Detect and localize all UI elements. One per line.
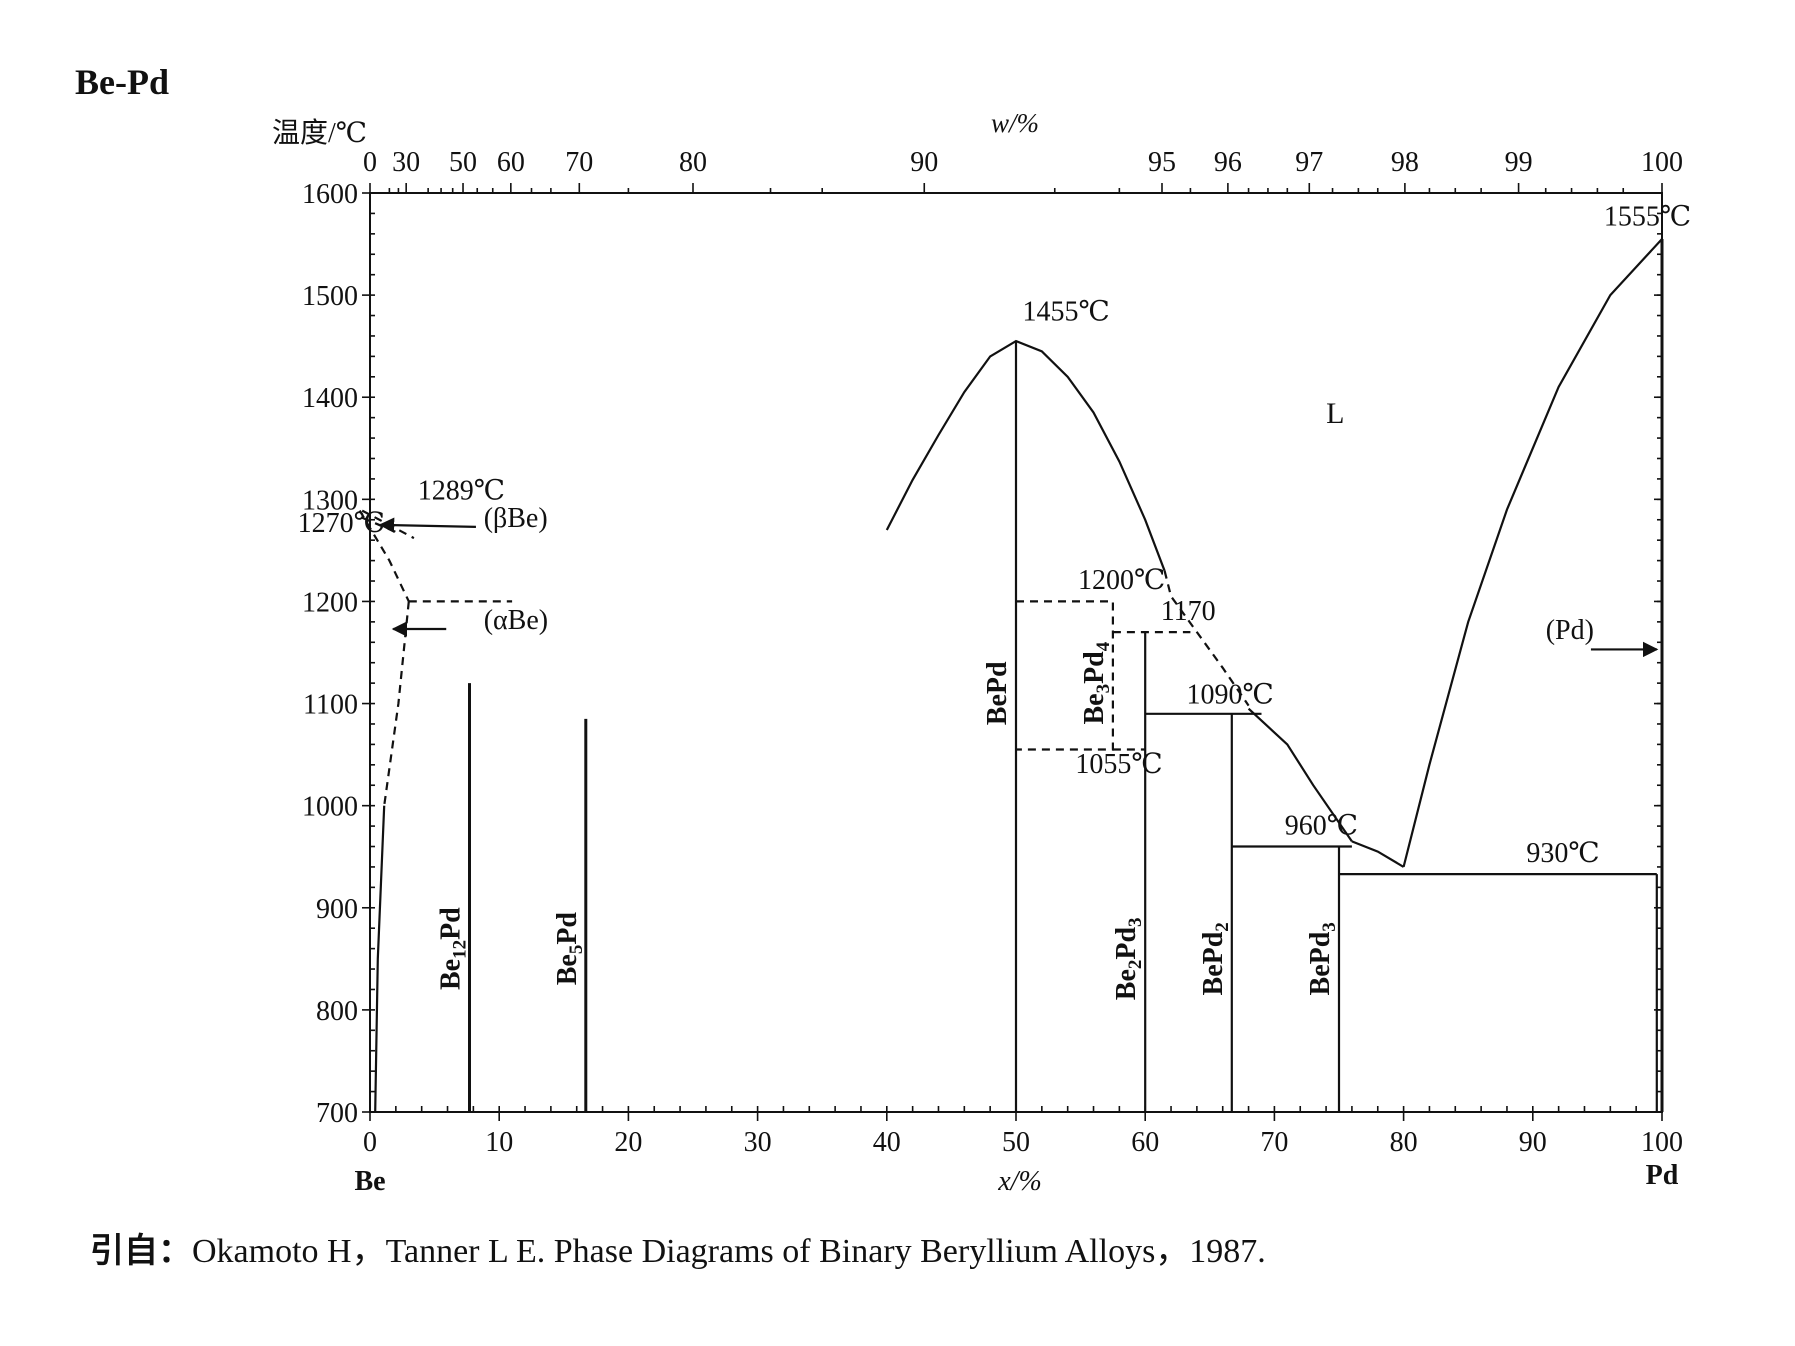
temperature-label: (Pd) xyxy=(1546,615,1594,646)
phase-label-subscript: 5 xyxy=(566,945,587,955)
top-tick-label: 30 xyxy=(392,147,420,178)
phase-label-subscript: 3 xyxy=(1093,684,1114,694)
top-tick-label: 60 xyxy=(497,147,525,178)
end-label-be: Be xyxy=(354,1166,385,1197)
phase-label: Be2Pd3 xyxy=(1111,917,1146,1000)
top-tick-label: 50 xyxy=(449,147,477,178)
y-tick-label: 800 xyxy=(316,996,358,1027)
y-tick-label: 1100 xyxy=(303,690,358,721)
x-tick-label: 80 xyxy=(1390,1127,1418,1158)
x-tick-label: 50 xyxy=(1002,1127,1030,1158)
citation-prefix: 引自： xyxy=(90,1232,192,1270)
x-tick-label: 0 xyxy=(363,1127,377,1158)
y-tick-label: 1600 xyxy=(302,179,358,210)
top-tick-label: 80 xyxy=(679,147,707,178)
top-tick-label: 95 xyxy=(1148,147,1176,178)
y-tick-label: 1500 xyxy=(302,281,358,312)
y-tick-label: 1000 xyxy=(302,792,358,823)
phase-label-tail: Pd xyxy=(1111,927,1142,960)
phase-boundary-solid xyxy=(1351,840,1405,868)
y-tick-label: 700 xyxy=(316,1098,358,1129)
phase-boundary-solid xyxy=(374,805,386,1113)
temperature-label: 1270℃ xyxy=(298,508,385,539)
phase-label-base: BePd xyxy=(1198,931,1229,995)
temperature-label: (βBe) xyxy=(484,503,548,534)
top-tick-label: 0 xyxy=(363,147,377,178)
phase-label-subscript-2: 3 xyxy=(1125,917,1146,927)
phase-label: BePd2 xyxy=(1198,922,1233,995)
x-tick-label: 100 xyxy=(1641,1127,1683,1158)
phase-label-base: Be xyxy=(1111,969,1142,1000)
phase-label: Be12Pd xyxy=(435,907,470,990)
phase-label-base: BePd xyxy=(1305,931,1336,995)
phase-boundary-solid xyxy=(1402,238,1663,868)
top-axis-label: w/% xyxy=(991,108,1039,138)
temperature-label: 1090℃ xyxy=(1187,680,1274,711)
y-tick-label: 900 xyxy=(316,894,358,925)
y-axis-label: 温度/℃ xyxy=(272,117,367,149)
phase-label-tail: Pd xyxy=(1079,651,1110,684)
phase-boundary-dash xyxy=(1163,570,1250,707)
x-tick-label: 10 xyxy=(485,1127,513,1158)
phase-label-base: Be xyxy=(552,954,583,985)
liquid-region-label: L xyxy=(1326,397,1344,430)
figure-title: Be-Pd xyxy=(75,62,169,102)
phase-boundary-dash xyxy=(383,601,410,806)
top-tick-label: 90 xyxy=(910,147,938,178)
phase-label-tail: Pd xyxy=(552,912,583,945)
temperature-label: 1455℃ xyxy=(1022,297,1109,328)
pointer-arrow xyxy=(378,517,476,533)
phase-boundary-solid xyxy=(885,339,1166,572)
phase-boundary-dash xyxy=(1016,600,1115,751)
x-tick-label: 70 xyxy=(1260,1127,1288,1158)
phase-boundary-dash xyxy=(358,510,410,602)
phase-label-subscript: 2 xyxy=(1212,922,1233,932)
phase-label-subscript: 3 xyxy=(1319,922,1340,932)
phase-label: BePd3 xyxy=(1305,922,1340,995)
phase-label: Be3Pd4 xyxy=(1079,641,1114,724)
temperature-label: 1555℃ xyxy=(1604,202,1691,233)
temperature-label: 1170 xyxy=(1161,596,1216,627)
y-tick-label: 1200 xyxy=(302,587,358,618)
y-tick-label: 1400 xyxy=(302,383,358,414)
x-axis-label: x/% xyxy=(997,1166,1042,1197)
phase-label: BePd xyxy=(982,661,1013,725)
temperature-label: 1200℃ xyxy=(1078,565,1165,596)
phase-label: Be5Pd xyxy=(552,912,587,986)
phase-label-subscript: 12 xyxy=(449,940,470,959)
temperature-label: 960℃ xyxy=(1285,810,1358,841)
top-tick-label: 100 xyxy=(1641,147,1683,178)
citation-text: Okamoto H，Tanner L E. Phase Diagrams of … xyxy=(192,1233,1266,1270)
phase-label-base: Be xyxy=(1079,693,1110,724)
top-tick-label: 96 xyxy=(1214,147,1242,178)
phase-label-subscript: 2 xyxy=(1125,960,1146,970)
top-tick-label: 70 xyxy=(565,147,593,178)
x-tick-label: 20 xyxy=(614,1127,642,1158)
temperature-label: 930℃ xyxy=(1526,838,1599,869)
phase-label-base: Be xyxy=(435,959,466,990)
phase-label-subscript-2: 4 xyxy=(1093,641,1114,651)
temperature-label: 1289℃ xyxy=(418,475,505,506)
phase-boundary-solid xyxy=(1247,707,1353,843)
temperature-label: (αBe) xyxy=(484,605,548,636)
top-tick-label: 98 xyxy=(1391,147,1419,178)
top-tick-label: 99 xyxy=(1505,147,1533,178)
top-tick-label: 97 xyxy=(1295,147,1323,178)
x-tick-label: 90 xyxy=(1519,1127,1547,1158)
x-tick-label: 40 xyxy=(873,1127,901,1158)
end-label-pd: Pd xyxy=(1646,1160,1679,1191)
citation: 引自：Okamoto H，Tanner L E. Phase Diagrams … xyxy=(90,1232,1266,1270)
phase-label-base: BePd xyxy=(982,661,1013,725)
x-tick-label: 30 xyxy=(744,1127,772,1158)
x-tick-label: 60 xyxy=(1131,1127,1159,1158)
y-tick-label: 1300 xyxy=(302,485,358,516)
temperature-label: 1055℃ xyxy=(1075,749,1162,780)
phase-label-tail: Pd xyxy=(435,907,466,940)
